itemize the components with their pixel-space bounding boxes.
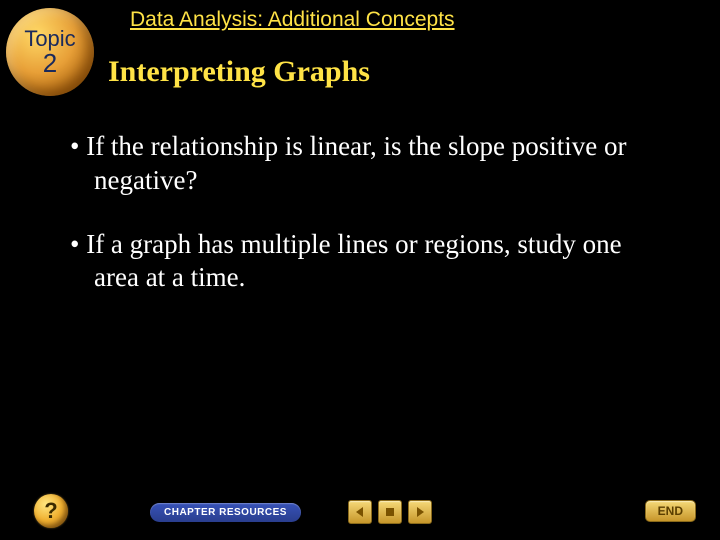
- help-icon: ?: [44, 498, 57, 524]
- chapter-resources-button[interactable]: CHAPTER RESOURCES: [150, 503, 301, 522]
- triangle-left-icon: [354, 506, 366, 518]
- topic-label: Topic: [24, 27, 75, 50]
- stop-button[interactable]: [378, 500, 402, 524]
- topic-number: 2: [43, 50, 57, 77]
- end-button[interactable]: END: [645, 500, 696, 522]
- topic-badge: Topic 2: [6, 8, 94, 96]
- end-label: END: [658, 504, 683, 518]
- nav-button-group: [348, 500, 432, 524]
- bullet-list: If the relationship is linear, is the sl…: [70, 130, 660, 325]
- chapter-resources-label: CHAPTER RESOURCES: [164, 507, 287, 518]
- super-title: Data Analysis: Additional Concepts: [130, 8, 455, 32]
- next-button[interactable]: [408, 500, 432, 524]
- subtitle: Interpreting Graphs: [108, 55, 370, 89]
- bullet-item: If the relationship is linear, is the sl…: [70, 130, 660, 198]
- footer-bar: ? CHAPTER RESOURCES END: [0, 490, 720, 530]
- square-icon: [384, 506, 396, 518]
- prev-button[interactable]: [348, 500, 372, 524]
- triangle-right-icon: [414, 506, 426, 518]
- bullet-item: If a graph has multiple lines or regions…: [70, 228, 660, 296]
- help-button[interactable]: ?: [34, 494, 68, 528]
